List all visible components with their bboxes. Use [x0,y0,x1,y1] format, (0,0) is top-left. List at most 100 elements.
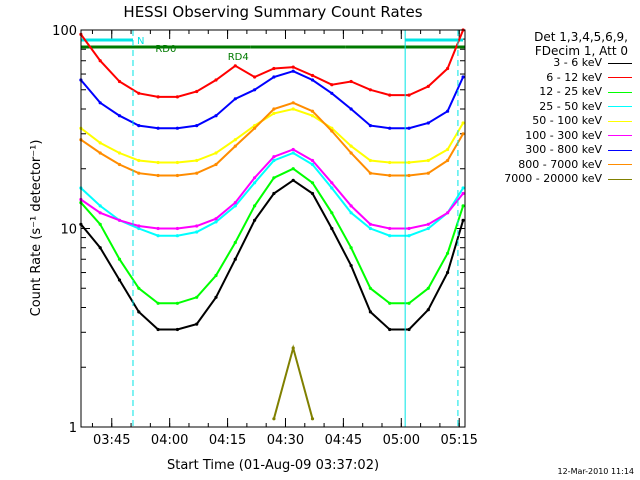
x-tick-label: 04:15 [209,433,246,448]
legend-swatch [608,178,632,180]
plot-frame [80,29,466,428]
legend-entry: 3 - 6 keV [504,56,632,71]
data-point [195,322,199,326]
data-point [156,226,160,231]
data-point [330,91,334,95]
data-point [446,158,450,163]
data-point [407,160,411,165]
timestamp: 12-Mar-2010 11:14 [557,467,635,476]
data-point [272,66,276,71]
legend-label: 12 - 25 keV [539,85,602,98]
data-point [175,327,179,332]
data-point [137,310,141,314]
data-point [349,107,353,111]
data-point [426,171,430,175]
data-point [446,66,450,71]
data-point [349,246,353,250]
data-point [272,107,276,111]
data-point [195,230,199,234]
data-point [330,211,334,215]
annotation-label: RD4 [228,52,249,63]
data-point [426,121,430,125]
data-point [253,176,257,180]
series-line [272,344,314,420]
data-point [368,88,372,92]
data-point [368,286,372,290]
annotation-label: N [137,36,144,47]
annotation-label: RD0 [155,44,176,55]
data-point [233,201,237,205]
series-line [80,70,465,130]
data-point [117,114,122,118]
data-point [253,218,257,222]
data-point [137,158,141,163]
data-point [175,301,179,305]
data-point [310,162,315,167]
data-point [461,121,465,125]
data-point [461,186,465,190]
data-point [253,75,257,79]
data-point [446,147,450,152]
x-tick-label: 05:15 [440,433,477,448]
series-line [80,151,464,237]
legend-entry: 25 - 50 keV [504,100,632,115]
legend-entry: 7000 - 20000 keV [504,172,632,187]
data-point [272,191,276,196]
legend-swatch [608,77,632,79]
data-point [272,417,276,421]
data-point [98,59,102,63]
data-point [117,162,122,167]
legend-entry: 6 - 12 keV [504,71,632,86]
data-point [98,151,102,155]
series-line [80,107,464,164]
data-point [175,173,179,178]
data-point [407,234,411,238]
data-point [98,101,102,105]
data-point [214,162,218,167]
data-point [137,226,141,231]
data-point [156,160,160,165]
data-point [388,126,392,130]
data-point [446,251,450,255]
data-point [349,151,353,155]
data-point [446,109,450,113]
data-point [195,158,199,163]
data-point [233,240,237,245]
legend-label: 300 - 800 keV [525,143,602,156]
data-point [388,160,392,165]
data-point [156,234,160,238]
data-point [407,226,411,231]
data-point [310,78,315,82]
data-point [388,301,392,305]
x-tick-label: 05:00 [383,433,420,448]
data-point [330,83,334,87]
data-point [214,217,218,221]
y-tick-label: 10 [60,223,77,238]
data-point [214,220,218,224]
data-point [330,129,334,133]
data-point [461,218,465,222]
data-point [117,79,122,84]
data-point [407,301,411,305]
data-point [291,167,295,171]
data-point [426,308,430,312]
data-point [253,181,257,185]
data-point [98,141,102,145]
data-point [175,95,179,99]
data-point [98,246,102,250]
data-point [368,226,372,231]
x-tick-label: 03:45 [93,433,130,448]
data-point [310,114,315,118]
data-point [233,144,237,148]
data-point [349,211,353,215]
y-tick-label: 1 [69,421,77,436]
data-point [310,158,315,163]
data-point [175,160,179,165]
data-point [310,73,315,78]
data-point [388,173,392,178]
data-point [253,204,257,208]
data-point [368,222,372,226]
data-point [156,126,160,130]
data-point [98,222,102,226]
data-point [137,171,141,175]
